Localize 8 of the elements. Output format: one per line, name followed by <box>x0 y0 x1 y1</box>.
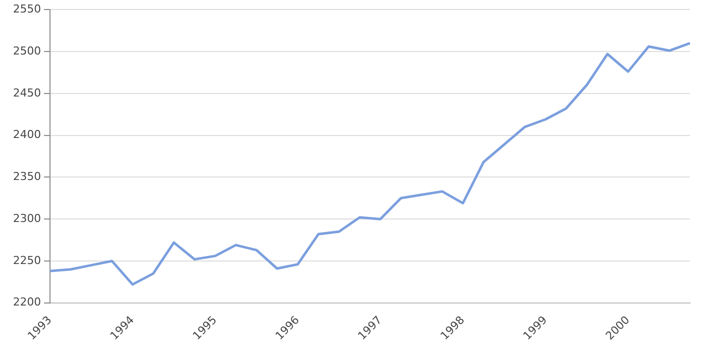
y-tick-label: 2300 <box>12 212 41 225</box>
y-tick-label: 2450 <box>12 86 41 100</box>
y-tick-label: 2500 <box>12 44 41 58</box>
y-tick-label: 2550 <box>12 2 41 16</box>
y-tick-label: 2400 <box>12 128 41 142</box>
y-tick-label: 2200 <box>12 296 41 309</box>
y-tick-label: 2250 <box>12 254 41 267</box>
y-tick-label: 2350 <box>12 170 41 184</box>
